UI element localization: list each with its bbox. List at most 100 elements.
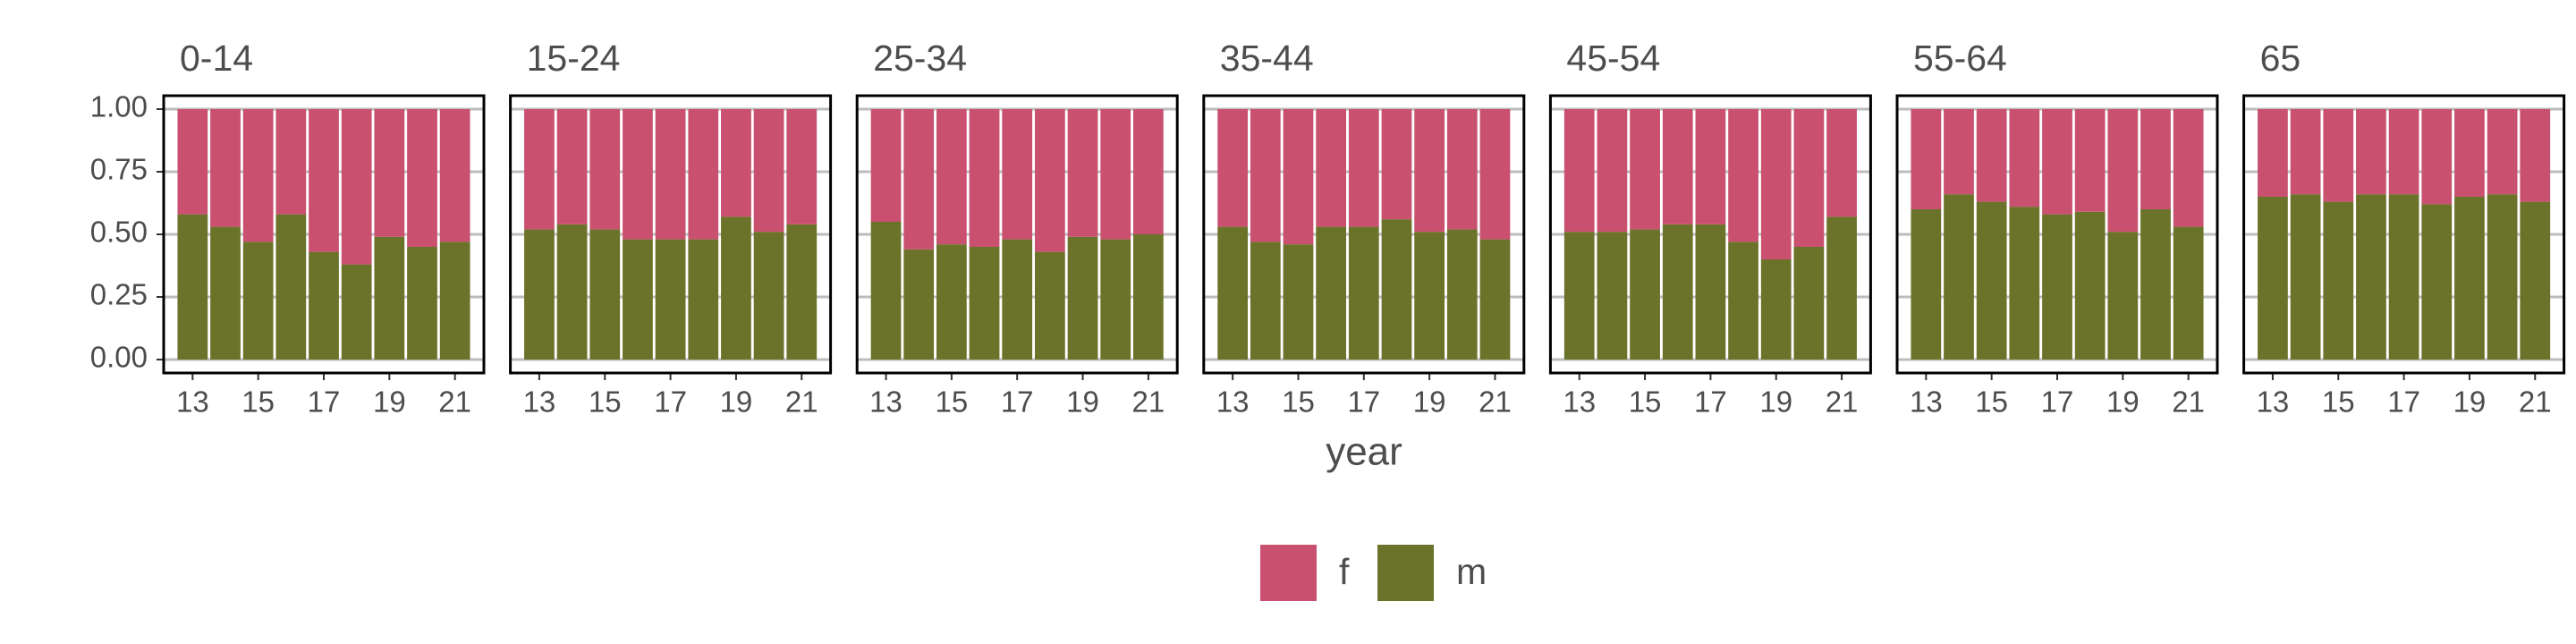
bar-segment xyxy=(1944,109,1974,195)
x-tick-label: 17 xyxy=(2387,386,2420,419)
bar-segment xyxy=(1662,224,1693,360)
bar-segment xyxy=(623,109,653,240)
bar-segment xyxy=(2290,109,2321,195)
bar-segment xyxy=(439,242,470,360)
x-tick-label: 21 xyxy=(1132,386,1165,419)
bar-segment xyxy=(2388,109,2419,195)
y-tick-label: 1.00 xyxy=(90,90,148,123)
bar-segment xyxy=(1479,109,1511,240)
bar-segment xyxy=(407,109,437,247)
bar-segment xyxy=(936,109,967,245)
bar-segment xyxy=(275,214,307,360)
bar-segment xyxy=(2042,214,2072,360)
panel-border xyxy=(509,94,833,375)
bar-segment xyxy=(903,109,935,250)
bar-segment xyxy=(2356,109,2386,195)
bar-segment xyxy=(753,232,784,360)
bar-segment xyxy=(2173,109,2204,227)
bar-segment xyxy=(1002,239,1033,360)
panel-border xyxy=(1548,94,1872,375)
bar-segment xyxy=(688,109,719,240)
bar-segment xyxy=(936,244,967,360)
x-tick-label: 13 xyxy=(1910,386,1943,419)
bar-segment xyxy=(2356,194,2386,360)
x-tick-label: 15 xyxy=(1282,386,1315,419)
x-tick-label: 13 xyxy=(1216,386,1250,419)
bar-segment xyxy=(2487,194,2518,360)
x-tick-label: 21 xyxy=(1826,386,1859,419)
bar-segment xyxy=(1067,109,1098,237)
bar-segment xyxy=(753,109,784,233)
bar-segment xyxy=(1976,201,2007,360)
bar-segment xyxy=(1563,109,1595,233)
bar-segment xyxy=(1100,109,1131,240)
bar-segment xyxy=(2140,209,2171,360)
bar-segment xyxy=(1250,242,1281,360)
bar-segment xyxy=(1760,109,1792,259)
bar-segment xyxy=(275,109,307,215)
bar-segment xyxy=(1446,229,1478,360)
x-tick-label: 21 xyxy=(785,386,818,419)
x-tick-label: 15 xyxy=(589,386,622,419)
x-tick-label: 19 xyxy=(1066,386,1099,419)
x-tick-label: 15 xyxy=(242,386,275,419)
bar-segment xyxy=(2520,109,2551,202)
bar-segment xyxy=(2323,109,2354,202)
y-tick-label: 0.75 xyxy=(90,153,148,186)
panel-border xyxy=(855,94,1179,375)
x-tick-label: 13 xyxy=(2257,386,2290,419)
bar-segment xyxy=(210,109,241,227)
bar-segment xyxy=(2107,232,2139,360)
panel-title: 65 xyxy=(2260,38,2301,79)
x-tick-label: 19 xyxy=(373,386,406,419)
bar-segment xyxy=(1414,232,1445,360)
bar-segment xyxy=(2323,201,2354,360)
bar-segment xyxy=(242,242,274,360)
bar-segment xyxy=(655,109,686,240)
bar-segment xyxy=(2454,109,2485,197)
bar-segment xyxy=(556,109,588,225)
bar-segment xyxy=(589,229,621,360)
panel-border xyxy=(162,94,486,375)
bar-segment xyxy=(1100,239,1131,360)
x-tick-label: 15 xyxy=(2322,386,2355,419)
bar-segment xyxy=(374,109,405,237)
bar-segment xyxy=(903,249,935,360)
bar-segment xyxy=(1348,109,1379,227)
bar-segment xyxy=(2042,109,2072,215)
bar-segment xyxy=(655,239,686,360)
bar-segment xyxy=(2173,226,2204,360)
panel-border xyxy=(1895,94,2219,375)
x-tick-label: 15 xyxy=(1629,386,1662,419)
bar-segment xyxy=(177,109,208,215)
bar-segment xyxy=(623,239,653,360)
y-tick-label: 0.25 xyxy=(90,278,148,311)
bar-segment xyxy=(177,214,208,360)
x-tick-label: 19 xyxy=(720,386,753,419)
x-tick-label: 17 xyxy=(654,386,687,419)
bar-segment xyxy=(2421,204,2453,360)
bar-segment xyxy=(1793,247,1825,360)
bar-segment xyxy=(1348,226,1379,360)
x-tick-label: 19 xyxy=(1413,386,1446,419)
x-tick-label: 21 xyxy=(2172,386,2205,419)
legend-key xyxy=(1377,545,1434,601)
bar-segment xyxy=(2421,109,2453,205)
x-tick-label: 21 xyxy=(2519,386,2552,419)
bar-segment xyxy=(2258,109,2288,197)
x-tick-label: 21 xyxy=(438,386,471,419)
bar-segment xyxy=(1250,109,1281,242)
panel-title: 55-64 xyxy=(1913,38,2007,79)
bar-segment xyxy=(1563,232,1595,360)
bar-segment xyxy=(524,109,555,230)
bar-segment xyxy=(2258,197,2288,360)
y-tick-label: 0.50 xyxy=(90,216,148,249)
bar-segment xyxy=(2009,109,2040,208)
bar-segment xyxy=(1414,109,1445,233)
x-tick-label: 19 xyxy=(1759,386,1792,419)
bar-segment xyxy=(786,224,818,360)
bar-segment xyxy=(556,224,588,360)
panel-border xyxy=(1202,94,1526,375)
bar-segment xyxy=(1826,109,1857,217)
